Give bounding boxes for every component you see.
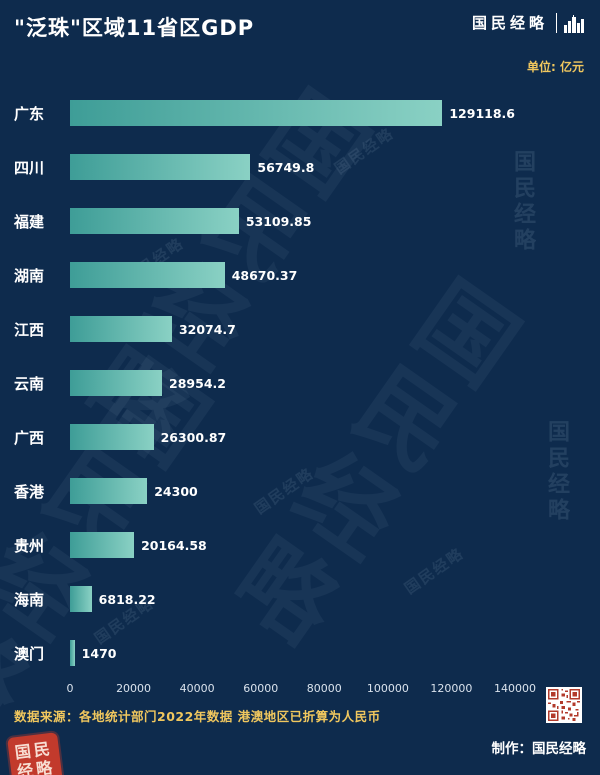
value-label: 32074.7 bbox=[178, 321, 236, 337]
bar-track: 20164.58 bbox=[70, 532, 515, 558]
bar-row: 广东 129118.6 bbox=[14, 86, 586, 140]
bar-row: 海南 6818.22 bbox=[14, 572, 586, 626]
gdp-bar bbox=[70, 586, 92, 612]
value-label: 48670.37 bbox=[231, 267, 298, 283]
bar-row: 贵州 20164.58 bbox=[14, 518, 586, 572]
gdp-bar bbox=[70, 478, 148, 504]
brand-name: 国民经略 bbox=[471, 14, 548, 32]
x-tick-label: 20000 bbox=[116, 682, 152, 695]
bar-track: 26300.87 bbox=[70, 424, 515, 450]
bar-row: 香港 24300 bbox=[14, 464, 586, 518]
bar-track: 1470 bbox=[70, 640, 515, 666]
value-label: 53109.85 bbox=[245, 213, 312, 229]
value-label: 6818.22 bbox=[98, 591, 156, 607]
qr-code bbox=[546, 687, 582, 723]
gdp-bar bbox=[70, 208, 239, 234]
value-label: 20164.58 bbox=[141, 537, 207, 553]
x-tick-label: 100000 bbox=[366, 682, 409, 695]
x-tick-label: 60000 bbox=[243, 682, 279, 695]
category-label: 云南 bbox=[14, 374, 45, 393]
gdp-bar bbox=[70, 532, 135, 558]
gdp-bar bbox=[70, 316, 172, 342]
bar-track: 28954.2 bbox=[70, 370, 515, 396]
category-label: 广东 bbox=[14, 104, 45, 123]
category-label: 福建 bbox=[14, 212, 45, 231]
category-label: 贵州 bbox=[14, 536, 45, 555]
value-label: 56749.8 bbox=[257, 159, 315, 175]
category-label: 香港 bbox=[14, 482, 45, 501]
gdp-bar bbox=[70, 424, 154, 450]
category-label: 广西 bbox=[14, 428, 45, 447]
gdp-bar bbox=[70, 640, 75, 666]
bar-row: 云南 28954.2 bbox=[14, 356, 586, 410]
x-axis: 0 20000 40000 60000 80000 100000 120000 140000 bbox=[66, 682, 537, 698]
category-label: 四川 bbox=[14, 158, 45, 177]
value-label: 24300 bbox=[154, 483, 198, 499]
value-label: 1470 bbox=[81, 645, 117, 661]
value-label: 129118.6 bbox=[449, 105, 515, 121]
value-label: 28954.2 bbox=[169, 375, 226, 391]
x-tick-label: 40000 bbox=[179, 682, 215, 695]
gdp-bar bbox=[70, 262, 225, 288]
bar-track: 129118.6 bbox=[70, 100, 515, 126]
gdp-bar bbox=[70, 154, 251, 180]
category-label: 湖南 bbox=[14, 266, 45, 285]
bar-row: 江西 32074.7 bbox=[14, 302, 586, 356]
unit-label: 单位: 亿元 bbox=[527, 60, 584, 74]
skyline-icon bbox=[556, 12, 586, 33]
gdp-bar bbox=[70, 100, 443, 126]
bar-track: 32074.7 bbox=[70, 316, 515, 342]
category-label: 海南 bbox=[14, 590, 45, 609]
credit-label: 制作：国民经略 bbox=[491, 741, 587, 757]
x-tick-label: 80000 bbox=[306, 682, 342, 695]
bar-track: 53109.85 bbox=[70, 208, 515, 234]
bar-row: 四川 56749.8 bbox=[14, 140, 586, 194]
data-source-note: 数据来源：各地统计部门2022年数据 港澳地区已折算为人民币 bbox=[14, 709, 381, 724]
bar-row: 广西 26300.87 bbox=[14, 410, 586, 464]
x-tick-label: 0 bbox=[66, 682, 74, 695]
bar-chart: 广东 129118.6 四川 56749.8 福建 53109.85 湖南 48670.37 江… bbox=[14, 86, 586, 680]
bar-row: 湖南 48670.37 bbox=[14, 248, 586, 302]
bar-row: 澳门 1470 bbox=[14, 626, 586, 680]
x-tick-label: 140000 bbox=[494, 682, 536, 695]
value-label: 26300.87 bbox=[160, 429, 227, 445]
category-label: 澳门 bbox=[14, 644, 45, 663]
red-seal-stamp: 国民 经略 bbox=[7, 732, 63, 775]
bar-track: 6818.22 bbox=[70, 586, 515, 612]
bar-track: 24300 bbox=[70, 478, 515, 504]
x-tick-label: 120000 bbox=[430, 682, 473, 695]
gdp-bar bbox=[70, 370, 163, 396]
category-label: 江西 bbox=[14, 320, 45, 339]
bar-track: 56749.8 bbox=[70, 154, 515, 180]
brand-logo: 国民经略 bbox=[472, 12, 586, 33]
bar-row: 福建 53109.85 bbox=[14, 194, 586, 248]
page-title: "泛珠"区域11省区GDP bbox=[14, 16, 255, 40]
bar-track: 48670.37 bbox=[70, 262, 515, 288]
